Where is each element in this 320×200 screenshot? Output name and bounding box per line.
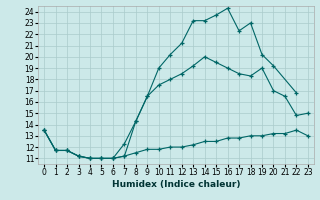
X-axis label: Humidex (Indice chaleur): Humidex (Indice chaleur) <box>112 180 240 189</box>
